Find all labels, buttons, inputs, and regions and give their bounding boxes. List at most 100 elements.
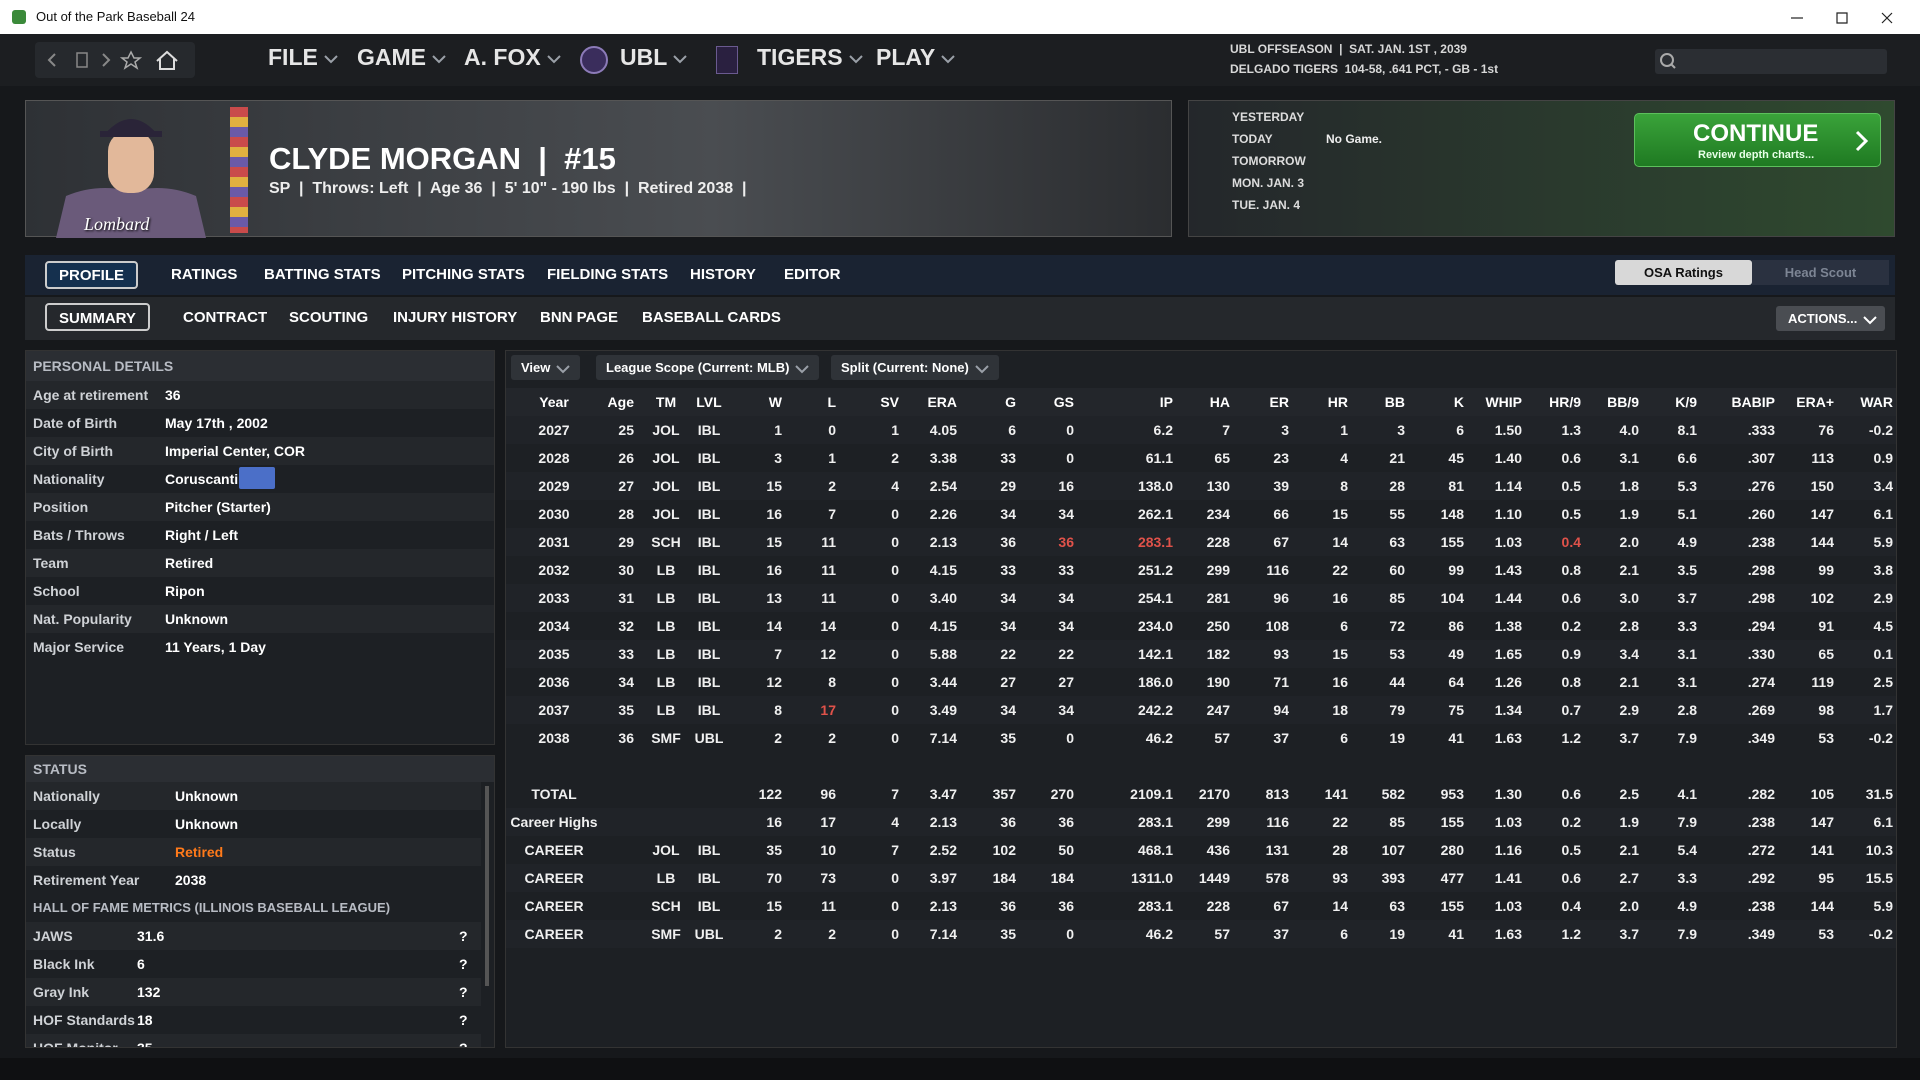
tab[interactable]: FIELDING STATS xyxy=(547,266,669,283)
table-cell: 138.0 xyxy=(1137,478,1173,494)
table-cell: IBL xyxy=(697,674,721,690)
table-cell: 1.26 xyxy=(1494,674,1522,690)
subtab[interactable]: SUMMARY xyxy=(45,303,150,331)
tab[interactable]: RATINGS xyxy=(171,266,238,283)
nav-menu[interactable]: PLAY xyxy=(876,44,955,71)
table-cell: 21 xyxy=(1389,450,1405,466)
summary-cell: 6.1 xyxy=(1873,814,1893,830)
summary-cell: 2.0 xyxy=(1619,898,1639,914)
table-cell: 0.9 xyxy=(1873,450,1893,466)
summary-cell: 578 xyxy=(1265,870,1289,886)
table-cell: 2.5 xyxy=(1873,674,1893,690)
search-box[interactable] xyxy=(1655,49,1887,74)
table-cell: 18 xyxy=(1332,702,1348,718)
table-cell: -0.2 xyxy=(1868,730,1893,746)
hof-help[interactable]: ? xyxy=(459,984,468,1000)
tab[interactable]: PITCHING STATS xyxy=(402,266,525,283)
summary-cell: 141 xyxy=(1324,786,1348,802)
table-cell: 36 xyxy=(1058,534,1074,550)
personal-details-panel: PERSONAL DETAILS Age at retirement 36 Date … xyxy=(25,350,495,745)
column-header: BB xyxy=(1384,394,1405,410)
table-cell: 102 xyxy=(1810,590,1834,606)
subtab[interactable]: BNN PAGE xyxy=(540,309,619,326)
table-cell: 16 xyxy=(766,506,782,522)
filter-label: League Scope (Current: MLB) xyxy=(606,360,790,375)
tab[interactable]: HISTORY xyxy=(690,266,756,283)
nav-buttons xyxy=(35,42,195,78)
nav-menu[interactable]: A. FOX xyxy=(464,44,561,71)
subtab[interactable]: CONTRACT xyxy=(183,309,268,326)
table-cell: 22 xyxy=(1332,562,1348,578)
close-button[interactable] xyxy=(1881,11,1893,24)
table-cell: 0 xyxy=(891,674,899,690)
table-cell: 1 xyxy=(828,450,836,466)
column-header: ER xyxy=(1269,394,1289,410)
tab[interactable]: PROFILE xyxy=(45,261,139,289)
summary-cell: 53 xyxy=(1818,926,1834,942)
table-cell: 2.13 xyxy=(929,534,957,550)
summary-cell: .238 xyxy=(1747,814,1775,830)
filter-dropdown[interactable]: Split (Current: None) xyxy=(831,355,999,380)
summary-cell: 0.4 xyxy=(1561,898,1581,914)
table-cell: 3 xyxy=(1281,422,1289,438)
table-cell: 262.1 xyxy=(1137,506,1173,522)
continue-button[interactable]: CONTINUE Review depth charts... xyxy=(1634,113,1881,167)
tab[interactable]: BATTING STATS xyxy=(264,266,381,283)
maximize-button[interactable] xyxy=(1836,11,1848,24)
table-cell: 3.4 xyxy=(1619,646,1639,662)
summary-cell: 7.9 xyxy=(1677,814,1697,830)
table-cell: IBL xyxy=(697,702,721,718)
table-cell: JOL xyxy=(652,422,680,438)
table-cell: 76 xyxy=(1818,422,1834,438)
table-cell: 2028 xyxy=(538,450,570,466)
chevron xyxy=(324,55,338,64)
table-cell: 4.0 xyxy=(1619,422,1639,438)
table-cell: 113 xyxy=(1811,450,1834,466)
hof-help[interactable]: ? xyxy=(459,928,468,944)
table-cell: 16 xyxy=(1332,590,1348,606)
summary-cell: 299 xyxy=(1206,814,1230,830)
nav-menu[interactable]: GAME xyxy=(357,44,446,71)
table-cell: 2029 xyxy=(538,478,570,494)
table-cell: 1.10 xyxy=(1494,506,1522,522)
table-cell: 3.5 xyxy=(1677,562,1697,578)
rating-toggle[interactable]: OSA Ratings xyxy=(1615,260,1752,285)
subtab[interactable]: INJURY HISTORY xyxy=(393,309,518,326)
nav-menu[interactable]: UBL xyxy=(620,44,687,71)
table-cell: .238 xyxy=(1747,534,1775,550)
table-cell: 2031 xyxy=(538,534,570,550)
hof-help[interactable]: ? xyxy=(459,1040,468,1048)
rating-toggle[interactable]: Head Scout xyxy=(1752,260,1889,285)
table-cell: 0.6 xyxy=(1561,590,1581,606)
subtab[interactable]: BASEBALL CARDS xyxy=(642,309,781,326)
filter-dropdown[interactable]: League Scope (Current: MLB) xyxy=(596,355,820,380)
hof-help[interactable]: ? xyxy=(459,956,468,972)
table-cell: 14 xyxy=(820,618,836,634)
summary-cell: 2.1 xyxy=(1619,842,1639,858)
table-cell: 1.3 xyxy=(1561,422,1581,438)
nav-menu[interactable]: TIGERS xyxy=(757,44,863,71)
summary-row xyxy=(506,920,1896,948)
table-cell: 6.6 xyxy=(1677,450,1697,466)
summary-cell: 35 xyxy=(1000,926,1016,942)
table-cell: 1.63 xyxy=(1494,730,1522,746)
hof-help[interactable]: ? xyxy=(459,1012,468,1028)
column-header: WAR xyxy=(1860,394,1893,410)
table-cell: 0 xyxy=(1066,450,1074,466)
stats-panel: View League Scope (Current: MLB) Split (Cu… xyxy=(505,350,1897,1048)
actions-button[interactable]: ACTIONS... xyxy=(1776,306,1885,331)
table-cell: 91 xyxy=(1818,618,1834,634)
nav-menu[interactable]: FILE xyxy=(268,44,338,71)
table-cell: 6 xyxy=(1340,618,1348,634)
summary-cell: TOTAL xyxy=(531,786,577,802)
tab[interactable]: EDITOR xyxy=(784,266,841,283)
table-cell: 93 xyxy=(1273,646,1289,662)
summary-cell: Career Highs xyxy=(510,814,598,830)
filter-dropdown[interactable]: View xyxy=(511,355,581,380)
table-cell: 34 xyxy=(1000,618,1016,634)
subtab[interactable]: SCOUTING xyxy=(289,309,369,326)
continue-sublabel: Review depth charts... xyxy=(1698,149,1815,161)
hof-row xyxy=(26,1034,481,1047)
table-row xyxy=(506,724,1896,752)
minimize-button[interactable] xyxy=(1791,11,1803,23)
